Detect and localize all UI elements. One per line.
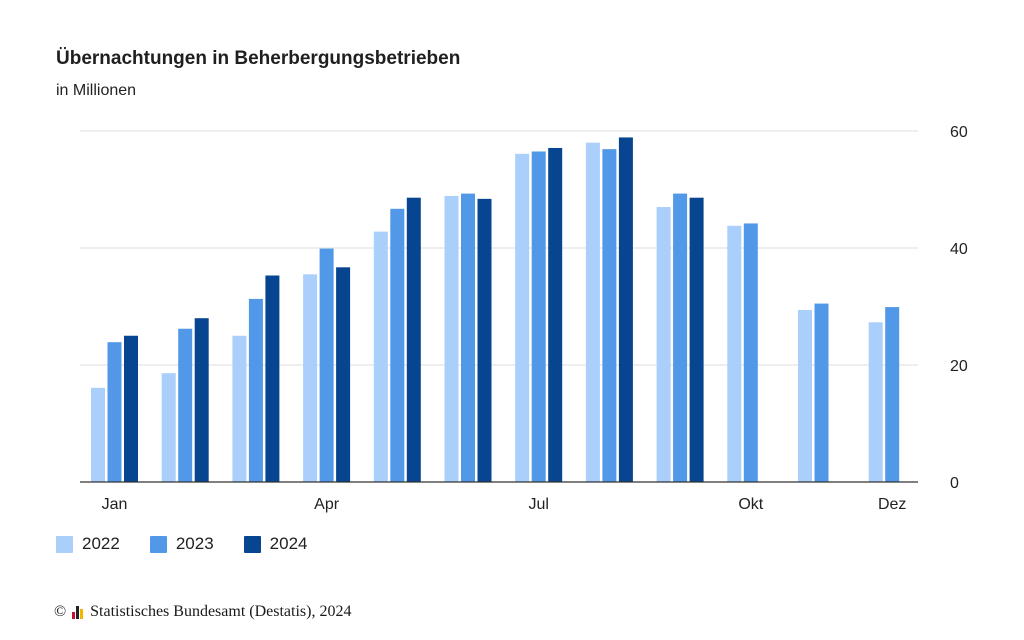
legend-item-2022[interactable]: 2022 xyxy=(56,534,120,554)
legend-label-2023: 2023 xyxy=(175,534,214,553)
bar-2023-Jul[interactable] xyxy=(531,151,546,482)
legend: 2022 2023 2024 xyxy=(56,534,307,554)
x-tick-label: Jul xyxy=(528,496,548,513)
chart-subtitle: in Millionen xyxy=(56,82,137,99)
bar-2023-Nov[interactable] xyxy=(814,303,829,482)
bar-2022-Feb[interactable] xyxy=(161,373,176,482)
bar-2024-Apr[interactable] xyxy=(336,267,351,482)
bar-2022-Apr[interactable] xyxy=(303,274,318,482)
copyright-symbol: © xyxy=(54,603,67,620)
bar-2023-Sep[interactable] xyxy=(673,193,688,482)
bar-2023-Jun[interactable] xyxy=(461,193,475,482)
y-tick-label: 40 xyxy=(950,241,968,258)
x-tick-label: Dez xyxy=(878,496,906,513)
legend-label-2024: 2024 xyxy=(269,534,308,553)
bar-2024-Mär[interactable] xyxy=(265,275,280,482)
y-tick-label: 0 xyxy=(950,475,959,492)
source-credit: © Statistisches Bundesamt (Destatis), 20… xyxy=(54,603,351,621)
bar-2023-Dez[interactable] xyxy=(885,307,900,482)
x-tick-label: Apr xyxy=(314,496,340,513)
bar-2024-Jan[interactable] xyxy=(124,335,138,482)
bar-2024-Jul[interactable] xyxy=(548,147,563,482)
legend-swatch-2022 xyxy=(56,535,73,553)
bar-2024-Jun[interactable] xyxy=(477,198,492,483)
bar-2023-Okt[interactable] xyxy=(743,223,758,482)
bar-2023-Mai[interactable] xyxy=(390,208,405,482)
bar-2024-Sep[interactable] xyxy=(689,197,704,482)
x-tick-label: Okt xyxy=(738,496,763,513)
x-tick-label: Jan xyxy=(102,496,128,513)
bar-2022-Okt[interactable] xyxy=(727,225,742,482)
bar-2024-Feb[interactable] xyxy=(194,318,209,482)
chart-title: Übernachtungen in Beherbergungsbetrieben xyxy=(56,48,461,69)
bar-2022-Dez[interactable] xyxy=(868,322,883,482)
bar-2022-Jan[interactable] xyxy=(91,387,105,482)
bar-2022-Mai[interactable] xyxy=(373,231,388,482)
bar-2023-Jan[interactable] xyxy=(107,342,122,482)
bar-2022-Jun[interactable] xyxy=(444,195,459,482)
bar-2022-Nov[interactable] xyxy=(798,310,812,482)
destatis-logo-icon xyxy=(72,605,84,619)
bar-2022-Aug[interactable] xyxy=(585,142,600,482)
tick-labels: 0 20 40 60 Jan Apr Jul Okt Dez xyxy=(102,124,968,513)
bar-2024-Aug[interactable] xyxy=(618,137,633,482)
bar-2023-Aug[interactable] xyxy=(602,149,617,482)
bar-2022-Sep[interactable] xyxy=(656,207,671,483)
legend-label-2022: 2022 xyxy=(82,534,120,553)
bar-2023-Mär[interactable] xyxy=(248,298,263,482)
bar-2023-Feb[interactable] xyxy=(178,328,193,482)
legend-item-2024[interactable]: 2024 xyxy=(243,534,308,554)
bar-2024-Mai[interactable] xyxy=(406,197,421,482)
grid-lines xyxy=(80,130,918,366)
bar-2023-Apr[interactable] xyxy=(319,248,334,482)
bars xyxy=(91,137,900,483)
y-tick-label: 60 xyxy=(950,124,968,141)
legend-swatch-2024 xyxy=(243,535,261,553)
y-tick-label: 20 xyxy=(950,358,968,375)
bar-2022-Jul[interactable] xyxy=(515,153,530,482)
bar-2022-Mär[interactable] xyxy=(232,335,247,482)
legend-swatch-2023 xyxy=(149,535,167,553)
legend-item-2023[interactable]: 2023 xyxy=(149,534,214,554)
source-text: Statistisches Bundesamt (Destatis), 2024 xyxy=(90,603,352,620)
